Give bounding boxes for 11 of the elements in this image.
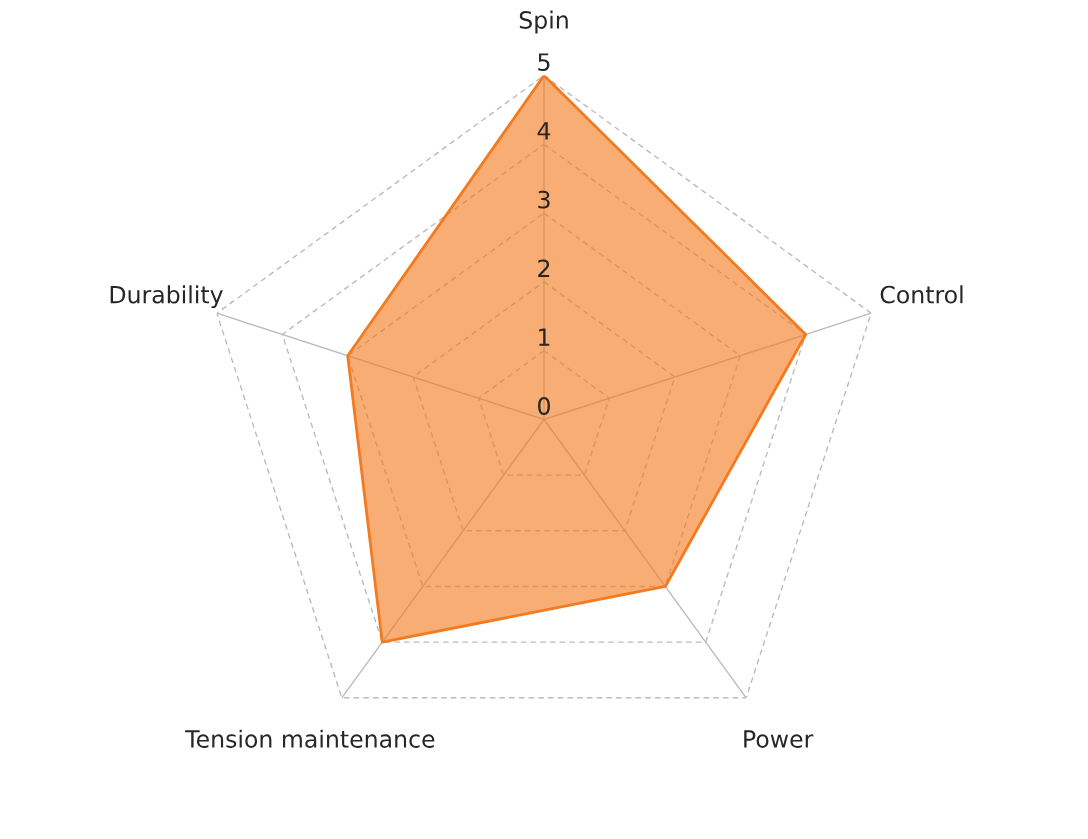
spoke-label: Power [744,730,814,748]
spoke-label: Spin [519,10,568,34]
y-tick-label: 5 [538,53,550,71]
spoke-label: Tension maintenance [185,729,435,748]
y-tick-label: 3 [538,190,550,209]
y-tick-label: 4 [537,122,551,140]
y-tick-label: 2 [538,259,550,277]
y-tick-label: 1 [539,328,550,346]
y-tick-label: 0 [538,397,550,415]
spoke-label: Control [880,285,963,304]
spoke-label: Durability [110,285,223,309]
